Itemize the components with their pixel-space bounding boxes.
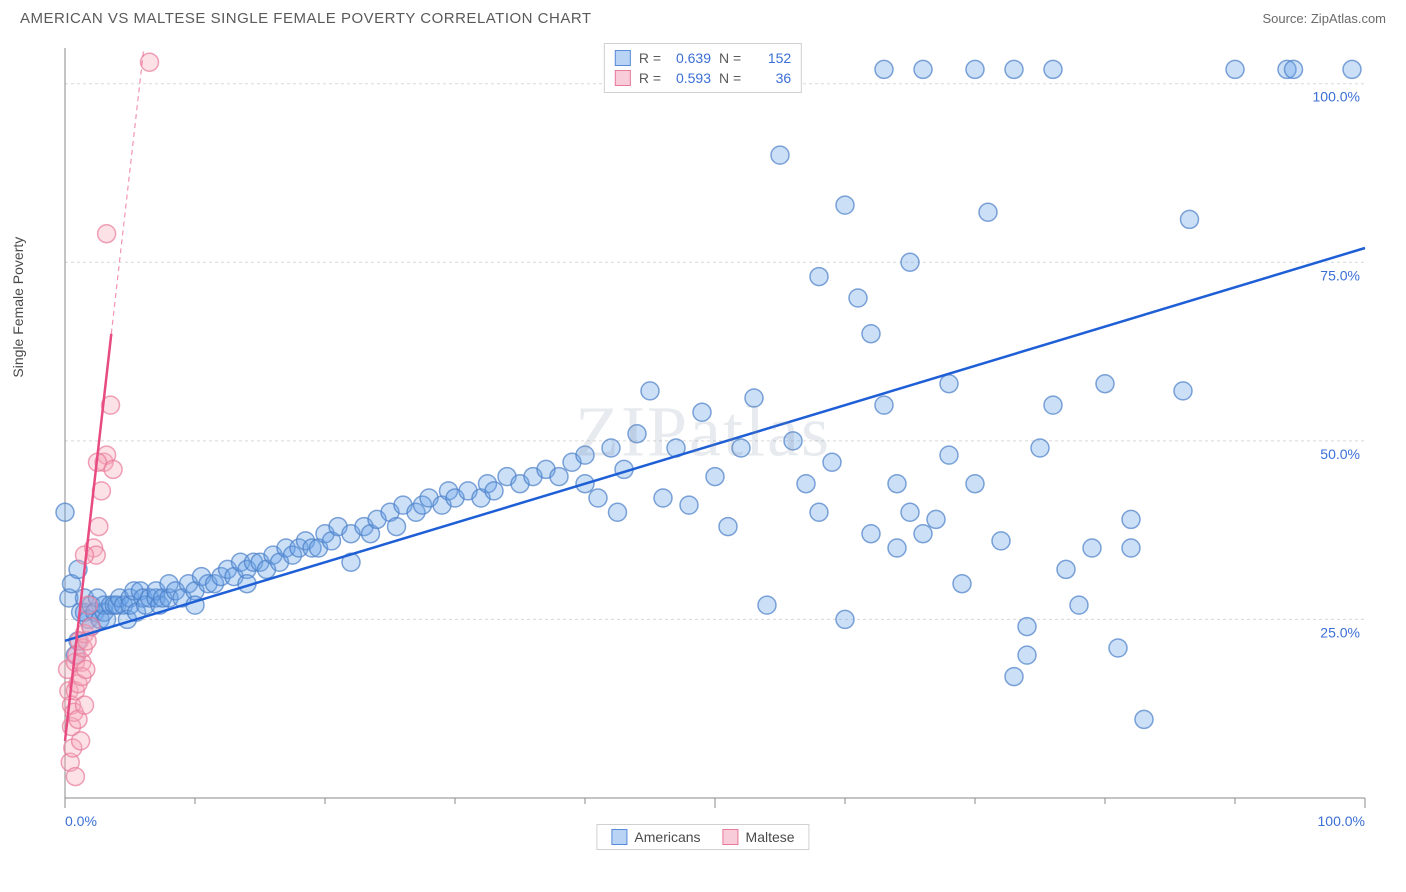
chart-area: Single Female Poverty 0.0%100.0%25.0%50.… xyxy=(20,38,1386,858)
stats-row-americans: R = 0.639 N = 152 xyxy=(615,48,791,68)
svg-text:25.0%: 25.0% xyxy=(1320,624,1360,640)
svg-text:100.0%: 100.0% xyxy=(1313,89,1360,105)
y-axis-label: Single Female Poverty xyxy=(10,237,26,378)
maltese-legend-swatch-icon xyxy=(723,829,739,845)
svg-text:100.0%: 100.0% xyxy=(1318,813,1365,828)
stats-box: R = 0.639 N = 152 R = 0.593 N = 36 xyxy=(604,43,802,93)
maltese-swatch-icon xyxy=(615,70,631,86)
svg-text:75.0%: 75.0% xyxy=(1320,267,1360,283)
legend-item-maltese: Maltese xyxy=(723,829,795,845)
scatter-plot: 0.0% 100.0% 25.0% 50.0% 75.0% 100.0% xyxy=(55,38,1375,828)
americans-swatch-icon xyxy=(615,50,631,66)
legend-item-americans: Americans xyxy=(611,829,700,845)
stats-row-maltese: R = 0.593 N = 36 xyxy=(615,68,791,88)
svg-text:0.0%: 0.0% xyxy=(65,813,97,828)
chart-header: AMERICAN VS MALTESE SINGLE FEMALE POVERT… xyxy=(0,0,1406,33)
chart-source: Source: ZipAtlas.com xyxy=(1262,11,1386,26)
chart-title: AMERICAN VS MALTESE SINGLE FEMALE POVERT… xyxy=(20,10,592,27)
legend: Americans Maltese xyxy=(596,824,809,850)
svg-text:50.0%: 50.0% xyxy=(1320,446,1360,462)
americans-legend-swatch-icon xyxy=(611,829,627,845)
